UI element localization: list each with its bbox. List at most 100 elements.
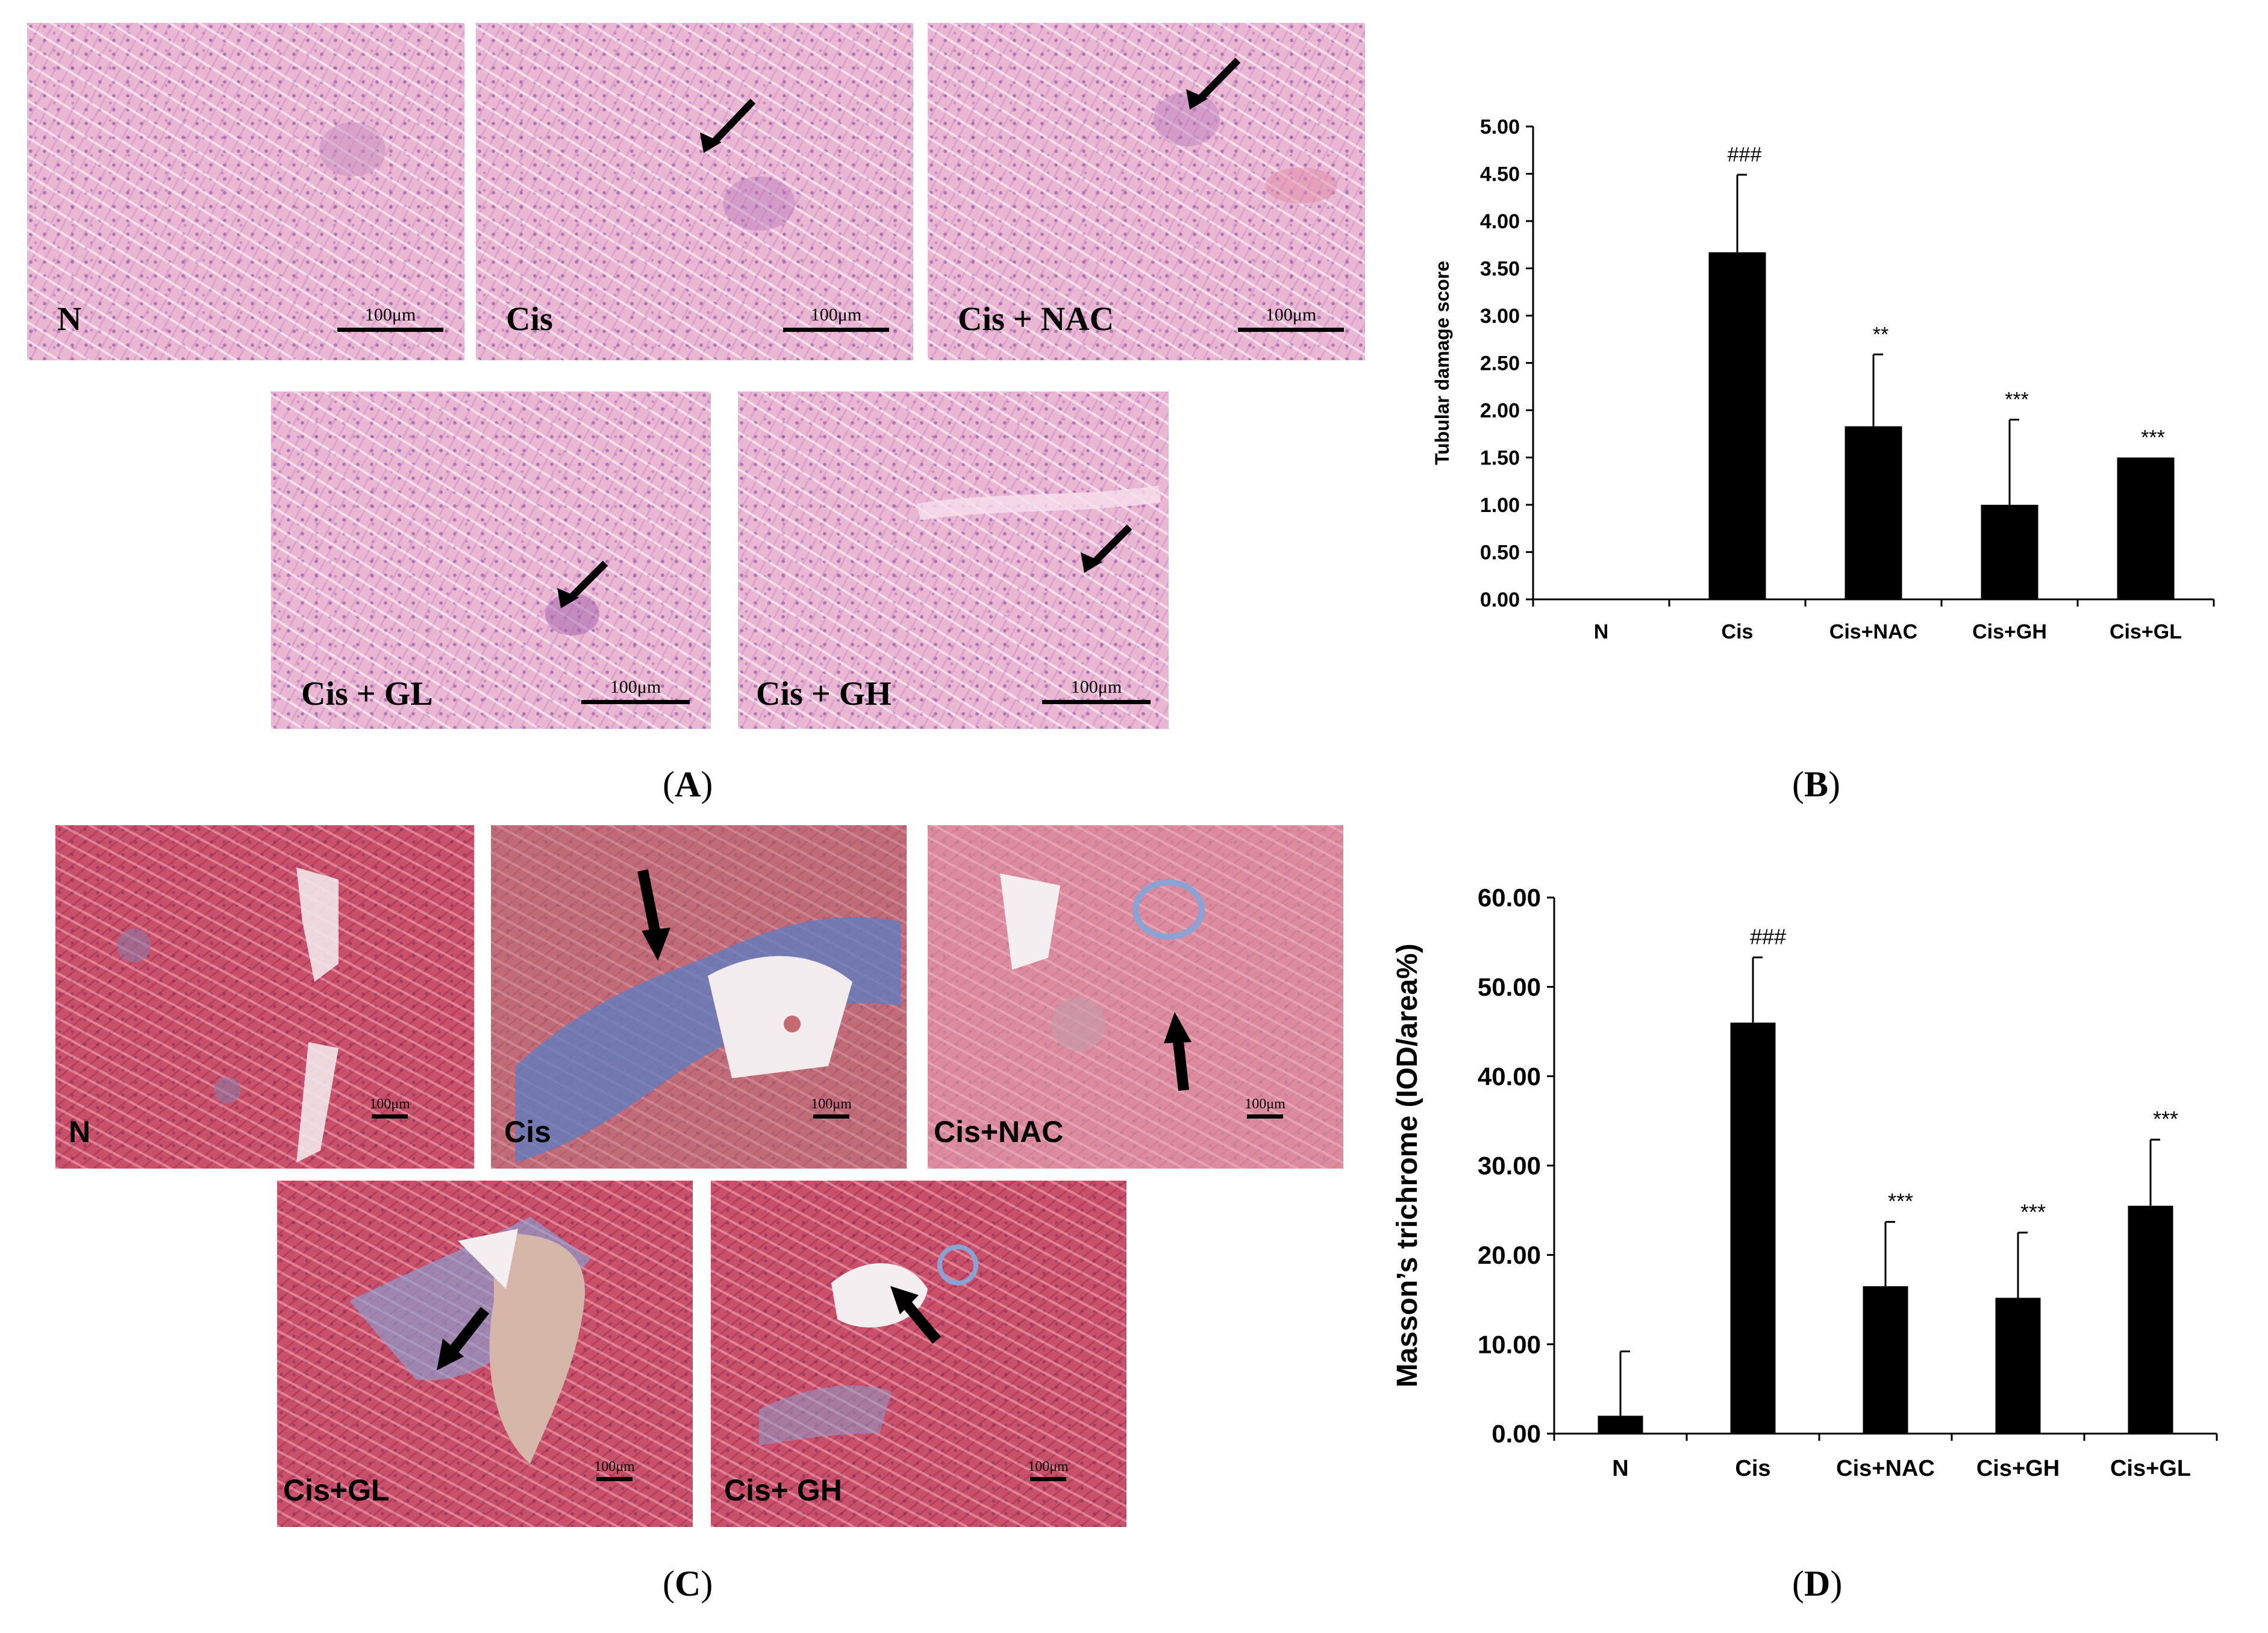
chart-masson-trichrome: 0.00 10.00 20.00 30.00 40.00 50.00 60.00 N ### Ci… bbox=[1392, 884, 2218, 1481]
y-tick-label: 1.50 bbox=[1480, 446, 1520, 469]
scale-bar bbox=[337, 328, 443, 332]
y-axis-label: Masson’s trichrome (IOD/area%) bbox=[1392, 943, 1423, 1387]
arrow-icon bbox=[557, 560, 608, 608]
x-category-label: Cis+GH bbox=[1972, 620, 2047, 643]
scale-bar-label: 100μm bbox=[810, 305, 862, 325]
image-label: Cis+ GH bbox=[724, 1473, 842, 1507]
arrow-icon bbox=[700, 98, 756, 153]
caption-letter: C bbox=[674, 1564, 701, 1603]
scale-bar-label: 100μm bbox=[364, 305, 416, 325]
micrograph-masson-cis-gh: Cis+ GH 100μm bbox=[711, 1181, 1126, 1527]
bar bbox=[1981, 505, 2038, 599]
scale-bar-label: 100μm bbox=[1028, 1459, 1069, 1475]
caption-close: ) bbox=[1830, 1564, 1843, 1603]
scale-bar bbox=[1238, 328, 1344, 332]
x-category-label: N bbox=[1594, 620, 1609, 643]
micrograph-masson-cis-nac: Cis+NAC 100μm bbox=[928, 825, 1343, 1169]
y-tick-label: 0.00 bbox=[1480, 589, 1520, 611]
micrograph-masson-cis: Cis 100μm bbox=[491, 825, 907, 1169]
y-tick-label: 0.00 bbox=[1492, 1420, 1541, 1448]
x-category-label: Cis+NAC bbox=[1836, 1456, 1935, 1481]
image-label: Cis bbox=[504, 1115, 551, 1149]
image-label: Cis bbox=[506, 301, 553, 338]
y-tick-label: 10.00 bbox=[1478, 1330, 1541, 1358]
significance-label: *** bbox=[1888, 1188, 1913, 1213]
caption-open: ( bbox=[663, 764, 675, 804]
micrograph-he-cis-gh: Cis + GH 100μm bbox=[738, 392, 1169, 729]
x-category-label: Cis+NAC bbox=[1829, 620, 1917, 643]
image-label: N bbox=[69, 1115, 91, 1149]
caption-close: ) bbox=[701, 1564, 713, 1603]
image-label: Cis + GH bbox=[756, 675, 892, 713]
bar bbox=[1598, 1416, 1643, 1434]
micrograph-he-n: N 100μm bbox=[27, 23, 464, 360]
y-tick-label: 60.00 bbox=[1478, 884, 1541, 912]
panel-caption-d: (D) bbox=[1792, 1563, 1842, 1605]
micrograph-he-cis: Cis 100μm bbox=[476, 23, 913, 360]
scale-bar bbox=[813, 1114, 849, 1119]
chart-tubular-damage: 0.00 0.50 1.00 1.50 2.00 2.50 3.00 3.50 4.00 4.50… bbox=[1431, 116, 2215, 643]
bar bbox=[2117, 457, 2175, 599]
scale-bar-label: 100μm bbox=[811, 1096, 852, 1112]
y-tick-label: 1.00 bbox=[1480, 494, 1520, 517]
panel-caption-b: (B) bbox=[1792, 764, 1840, 805]
y-tick-label: 40.00 bbox=[1478, 1062, 1541, 1090]
arrow-icon bbox=[1164, 1012, 1192, 1091]
caption-open: ( bbox=[1792, 764, 1804, 804]
significance-label: ** bbox=[1873, 323, 1888, 346]
scale-bar bbox=[1247, 1114, 1283, 1119]
x-category-label: Cis bbox=[1722, 620, 1754, 643]
arrow-icon bbox=[1081, 524, 1132, 573]
bar bbox=[2128, 1205, 2173, 1434]
y-tick-label: 3.50 bbox=[1480, 257, 1520, 280]
y-tick-label: 20.00 bbox=[1478, 1241, 1541, 1269]
scale-bar bbox=[1042, 700, 1151, 704]
caption-letter: D bbox=[1804, 1564, 1831, 1603]
y-tick-label: 3.00 bbox=[1480, 305, 1520, 328]
image-label: Cis + GL bbox=[301, 675, 433, 713]
panel-caption-a: (A) bbox=[663, 764, 713, 805]
scale-bar-label: 100μm bbox=[1245, 1096, 1286, 1112]
caption-close: ) bbox=[701, 764, 713, 804]
caption-letter: B bbox=[1804, 764, 1829, 804]
bar bbox=[1995, 1297, 2041, 1434]
scale-bar-label: 100μm bbox=[594, 1459, 635, 1475]
significance-label: ### bbox=[1750, 924, 1786, 949]
scale-bar bbox=[372, 1114, 408, 1119]
bar bbox=[1863, 1286, 1908, 1434]
bar bbox=[1730, 1022, 1776, 1434]
micrograph-masson-n: N 100μm bbox=[55, 825, 474, 1169]
y-tick-label: 30.00 bbox=[1478, 1152, 1541, 1180]
significance-label: *** bbox=[2005, 389, 2029, 411]
arrow-icon bbox=[637, 869, 670, 961]
panel-caption-c: (C) bbox=[663, 1563, 713, 1605]
x-category-label: Cis+GL bbox=[2110, 1456, 2191, 1481]
caption-letter: A bbox=[674, 764, 701, 804]
caption-open: ( bbox=[1792, 1564, 1804, 1603]
y-tick-label: 2.00 bbox=[1480, 399, 1520, 422]
bar bbox=[1845, 426, 1902, 599]
x-category-label: N bbox=[1612, 1456, 1628, 1481]
scale-bar-label: 100μm bbox=[1265, 305, 1317, 325]
y-tick-label: 4.50 bbox=[1480, 163, 1520, 186]
scale-bar-label: 100μm bbox=[369, 1096, 410, 1112]
arrow-icon bbox=[437, 1307, 490, 1370]
image-label: Cis+GL bbox=[283, 1473, 390, 1507]
significance-label: *** bbox=[2153, 1107, 2178, 1131]
arrow-icon bbox=[890, 1286, 941, 1344]
scale-bar bbox=[783, 328, 889, 332]
scale-bar-label: 100μm bbox=[610, 677, 661, 697]
significance-label: *** bbox=[2020, 1199, 2046, 1224]
y-tick-label: 5.00 bbox=[1480, 116, 1520, 139]
arrow-icon bbox=[1186, 57, 1241, 110]
y-axis-label: Tubular damage score bbox=[1431, 261, 1453, 465]
caption-open: ( bbox=[663, 1564, 675, 1603]
image-label: Cis+NAC bbox=[934, 1115, 1064, 1149]
y-tick-label: 0.50 bbox=[1480, 541, 1520, 564]
scale-bar bbox=[1030, 1477, 1066, 1481]
scale-bar bbox=[596, 1477, 633, 1481]
y-tick-label: 4.00 bbox=[1480, 210, 1520, 233]
significance-label: *** bbox=[2141, 426, 2165, 449]
scale-bar bbox=[581, 700, 690, 704]
bar bbox=[1708, 252, 1766, 599]
